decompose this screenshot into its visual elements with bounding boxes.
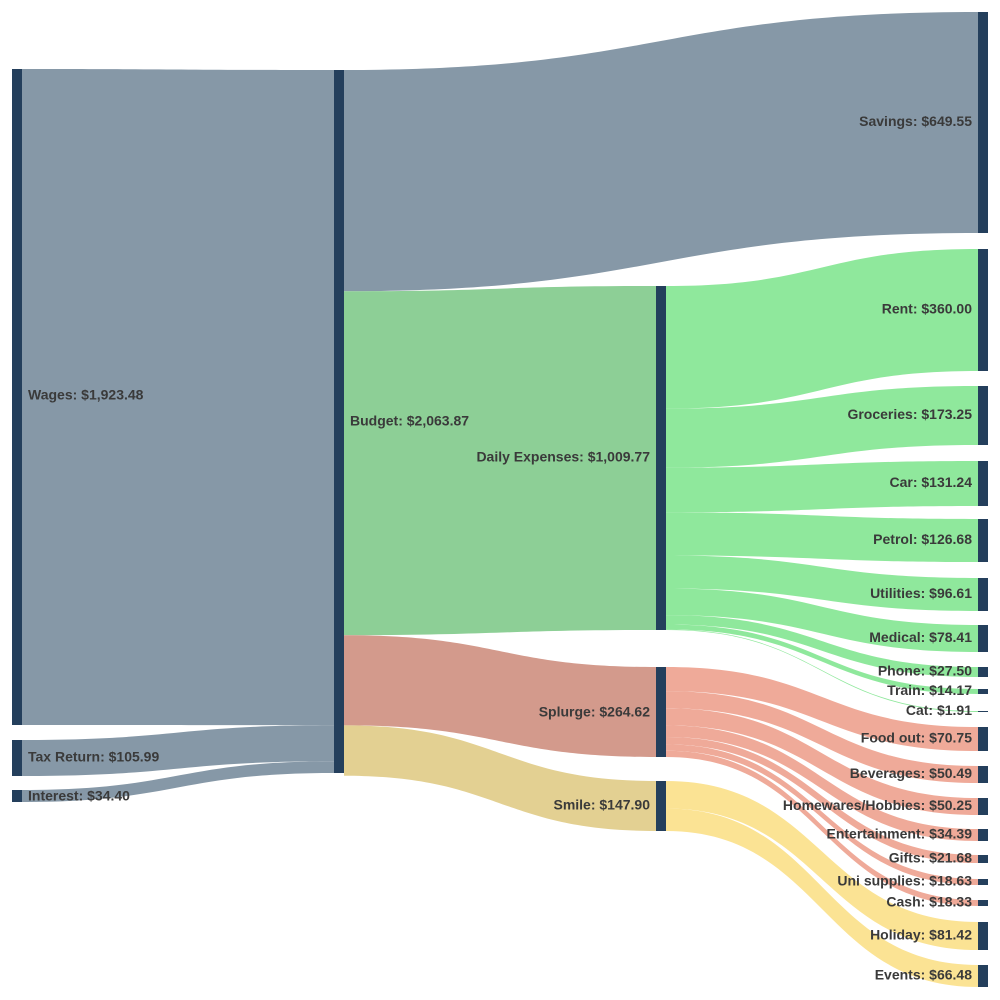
node-uni: [978, 879, 988, 885]
label-wages: Wages: $1,923.48: [28, 387, 144, 403]
node-interest: [12, 790, 22, 802]
label-foodout: Food out: $70.75: [861, 730, 972, 746]
node-train: [978, 689, 988, 694]
label-cash: Cash: $18.33: [886, 894, 972, 910]
label-car: Car: $131.24: [889, 474, 972, 490]
label-events: Events: $66.48: [875, 967, 972, 983]
label-interest: Interest: $34.40: [28, 788, 130, 804]
links-layer: [22, 12, 978, 987]
node-daily: [656, 286, 666, 630]
label-utilities: Utilities: $96.61: [870, 585, 972, 601]
link-wages-to-budget: [22, 69, 334, 726]
link-budget-to-splurge: [344, 635, 656, 757]
label-homewares: Homewares/Hobbies: $50.25: [783, 797, 972, 813]
link-daily-to-utilities: [666, 555, 978, 611]
link-interest-to-budget: [22, 761, 334, 802]
node-homewares: [978, 798, 988, 815]
node-utilities: [978, 578, 988, 611]
link-daily-to-cat: [666, 629, 978, 712]
link-daily-to-medical: [666, 588, 978, 652]
node-entertainment: [978, 829, 988, 841]
node-savings: [978, 12, 988, 233]
link-splurge-to-gifts: [666, 737, 978, 863]
link-budget-to-daily: [344, 286, 656, 636]
link-splurge-to-uni: [666, 744, 978, 885]
label-petrol: Petrol: $126.68: [873, 531, 972, 547]
label-groceries: Groceries: $173.25: [847, 406, 972, 422]
link-daily-to-train: [666, 624, 978, 694]
label-savings: Savings: $649.55: [859, 113, 972, 129]
node-medical: [978, 625, 988, 652]
link-smile-to-events: [666, 808, 978, 987]
labels-layer: Wages: $1,923.48 Tax Return: $105.99 Inter…: [28, 113, 972, 983]
nodes-layer: [12, 12, 988, 987]
link-daily-to-petrol: [666, 512, 978, 562]
node-foodout: [978, 727, 988, 751]
label-cat: Cat: $1.91: [906, 702, 972, 718]
link-smile-to-holiday: [666, 781, 978, 950]
label-daily: Daily Expenses: $1,009.77: [476, 449, 650, 465]
link-splurge-to-beverages: [666, 691, 978, 783]
node-tax: [12, 740, 22, 776]
node-smile: [656, 781, 666, 831]
node-petrol: [978, 519, 988, 562]
label-budget: Budget: $2,063.87: [350, 413, 469, 429]
link-daily-to-car: [666, 461, 978, 513]
label-train: Train: $14.17: [887, 682, 972, 698]
label-beverages: Beverages: $50.49: [850, 765, 972, 781]
label-entertainment: Entertainment: $34.39: [827, 826, 973, 842]
node-car: [978, 461, 988, 506]
label-phone: Phone: $27.50: [878, 663, 972, 679]
link-daily-to-phone: [666, 615, 978, 677]
link-budget-to-smile: [344, 725, 656, 831]
label-tax: Tax Return: $105.99: [28, 749, 159, 765]
node-wages: [12, 69, 22, 725]
link-daily-to-groceries: [666, 386, 978, 468]
link-splurge-to-homewares: [666, 708, 978, 815]
node-cat: [978, 711, 988, 712]
label-rent: Rent: $360.00: [882, 301, 972, 317]
node-events: [978, 965, 988, 987]
node-holiday: [978, 922, 988, 950]
label-medical: Medical: $78.41: [869, 629, 972, 645]
node-gifts: [978, 855, 988, 863]
node-beverages: [978, 766, 988, 783]
link-daily-to-rent: [666, 249, 978, 409]
label-smile: Smile: $147.90: [553, 797, 650, 813]
node-splurge: [656, 667, 666, 757]
link-splurge-to-cash: [666, 750, 978, 906]
link-splurge-to-entertainment: [666, 725, 978, 841]
node-rent: [978, 249, 988, 371]
link-budget-to-savings: [344, 12, 978, 292]
label-splurge: Splurge: $264.62: [539, 704, 650, 720]
node-groceries: [978, 386, 988, 445]
label-holiday: Holiday: $81.42: [870, 927, 972, 943]
node-budget: [334, 70, 344, 773]
label-uni: Uni supplies: $18.63: [837, 873, 972, 889]
label-gifts: Gifts: $21.68: [889, 850, 972, 866]
node-cash: [978, 900, 988, 906]
link-tax-to-budget: [22, 725, 334, 776]
link-splurge-to-foodout: [666, 667, 978, 751]
node-phone: [978, 667, 988, 677]
